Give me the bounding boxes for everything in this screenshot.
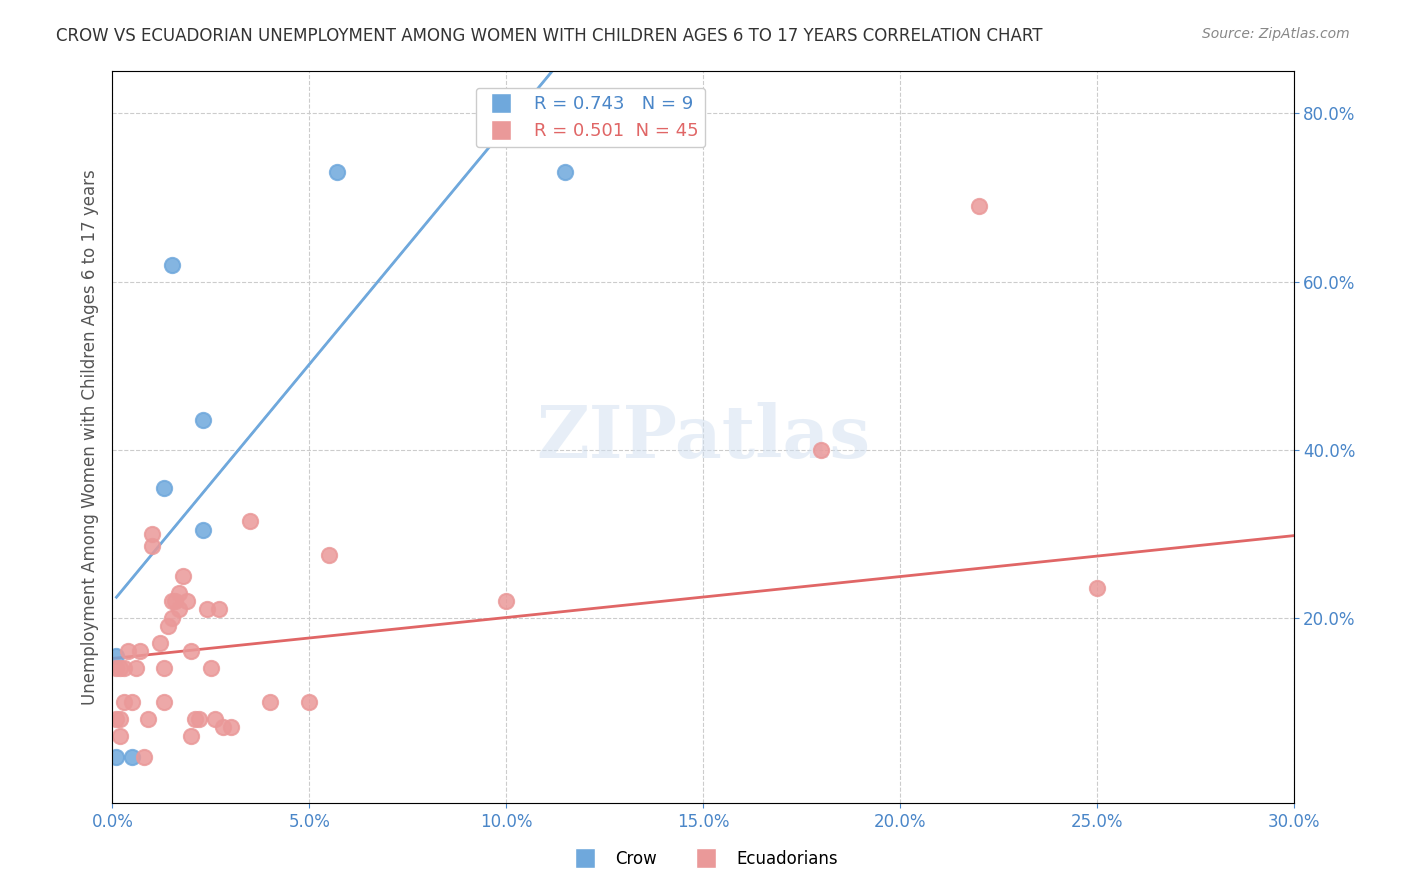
Point [129,644,152,658]
Point [121,749,143,764]
Point [165,594,187,608]
Text: ZIPatlas: ZIPatlas [536,401,870,473]
Point [259,695,281,709]
Point [169,602,191,616]
Point [195,602,218,616]
Point [110,712,132,726]
Point [141,526,163,541]
Point [149,636,172,650]
Point [152,695,174,709]
Point [326,165,349,179]
Point [160,258,183,272]
Point [132,749,155,764]
Legend: R = 0.743   N = 9, R = 0.501  N = 45: R = 0.743 N = 9, R = 0.501 N = 45 [475,87,706,147]
Point [110,661,132,675]
Text: Source: ZipAtlas.com: Source: ZipAtlas.com [1202,27,1350,41]
Point [1085,582,1108,596]
Point [211,720,233,734]
Point [180,644,202,658]
Point [105,648,128,663]
Point [495,594,517,608]
Point [160,611,183,625]
Point [152,481,174,495]
Point [176,594,198,608]
Legend: Crow, Ecuadorians: Crow, Ecuadorians [561,844,845,875]
Point [967,199,990,213]
Point [180,729,202,743]
Text: CROW VS ECUADORIAN UNEMPLOYMENT AMONG WOMEN WITH CHILDREN AGES 6 TO 17 YEARS COR: CROW VS ECUADORIAN UNEMPLOYMENT AMONG WO… [56,27,1043,45]
Point [298,695,321,709]
Point [125,661,148,675]
Point [188,712,211,726]
Y-axis label: Unemployment Among Women with Children Ages 6 to 17 years: Unemployment Among Women with Children A… [80,169,98,705]
Point [152,661,174,675]
Point [169,585,191,599]
Point [200,661,222,675]
Point [219,720,242,734]
Point [191,413,214,427]
Point [112,661,135,675]
Point [136,712,159,726]
Point [117,644,139,658]
Point [160,594,183,608]
Point [554,165,576,179]
Point [121,695,143,709]
Point [105,661,128,675]
Point [172,569,194,583]
Point [184,712,207,726]
Point [112,695,135,709]
Point [105,712,128,726]
Point [318,548,340,562]
Point [208,602,231,616]
Point [239,514,262,528]
Point [156,619,179,633]
Point [204,712,226,726]
Point [105,749,128,764]
Point [110,729,132,743]
Point [191,523,214,537]
Point [810,442,832,457]
Point [141,540,163,554]
